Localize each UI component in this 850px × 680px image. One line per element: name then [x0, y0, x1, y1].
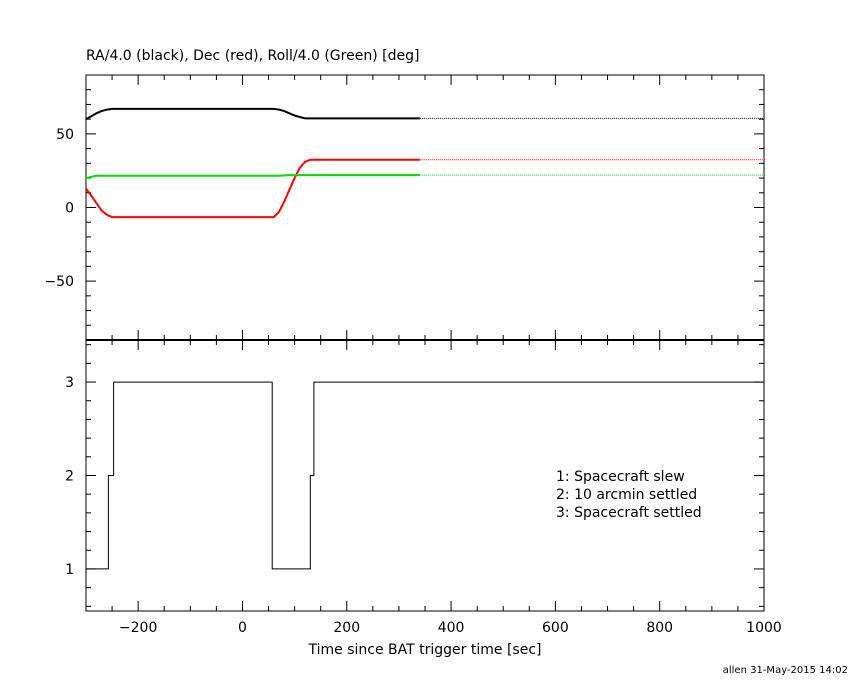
- series-settle_state-step: [86, 381, 764, 570]
- legend-entry-1: 1: Spacecraft slew: [556, 469, 685, 485]
- series-roll-line: [85, 174, 420, 180]
- y-tick-label: 1: [65, 562, 74, 578]
- legend-entry-3: 3: Spacecraft settled: [556, 505, 702, 521]
- top-panel: 50 0 −50: [44, 74, 765, 341]
- top-panel-ticks: [85, 75, 765, 340]
- y-tick-label: 0: [65, 201, 74, 217]
- top-panel-series: [85, 107, 764, 219]
- top-panel-title: RA/4.0 (black), Dec (red), Roll/4.0 (Gre…: [86, 48, 419, 64]
- y-tick-label: 50: [56, 127, 74, 143]
- bottom-panel-ticks: [85, 340, 765, 611]
- bottom-panel-series: [86, 381, 764, 570]
- x-tick-label: 200: [333, 620, 360, 636]
- top-panel-frame: [85, 74, 765, 341]
- footer-stamp: allen 31-May-2015 14:02: [723, 665, 848, 676]
- bottom-panel: 1 2 3 −200 0 200 400 600 800 1000 1: Spacecraft s…: [65, 339, 782, 636]
- bottom-panel-tick-labels: 1 2 3 −200 0 200 400 600 800 1000: [65, 375, 782, 636]
- x-tick-label: 800: [646, 620, 673, 636]
- series-dec-line: [85, 158, 420, 219]
- x-tick-label: 400: [438, 620, 465, 636]
- legend-entry-2: 2: 10 arcmin settled: [556, 487, 697, 503]
- x-tick-label: 0: [238, 620, 247, 636]
- y-tick-label: 2: [65, 469, 74, 485]
- y-tick-label: 3: [65, 375, 74, 391]
- x-tick-label: 1000: [746, 620, 782, 636]
- y-tick-label: −50: [44, 274, 74, 290]
- top-panel-tick-labels: 50 0 −50: [44, 127, 74, 290]
- series-ra-line: [85, 107, 420, 121]
- x-tick-label: −200: [119, 620, 157, 636]
- x-axis-label: Time since BAT trigger time [sec]: [308, 642, 542, 658]
- x-tick-label: 600: [542, 620, 569, 636]
